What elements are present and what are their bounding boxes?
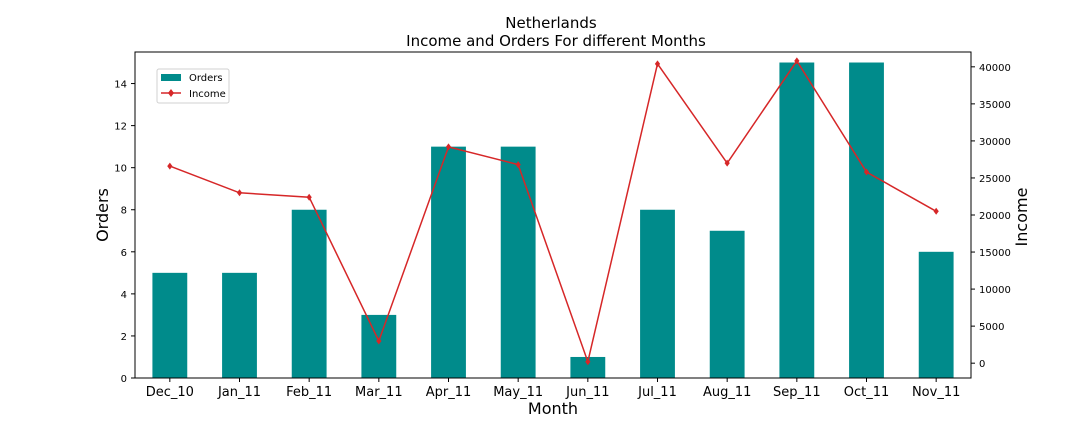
- legend-income-label: Income: [189, 89, 226, 100]
- x-tick-label: Oct_11: [844, 385, 890, 400]
- bar-Oct_11: [849, 62, 884, 379]
- y-tick-label: 6: [121, 248, 127, 259]
- legend-income-marker: [168, 89, 174, 97]
- bar-Jul_11: [640, 209, 675, 378]
- income-point-May_11: [515, 161, 521, 169]
- x-tick-label: Sep_11: [773, 385, 821, 400]
- bar-Feb_11: [291, 209, 327, 378]
- income-point-Jun_11: [585, 358, 591, 366]
- y2-tick-label: 30000: [979, 137, 1011, 148]
- y-tick-label: 12: [114, 122, 127, 133]
- bar-Apr_11: [431, 146, 466, 378]
- x-tick-label: Jul_11: [637, 385, 677, 400]
- y2-tick-label: 5000: [979, 322, 1004, 333]
- y-axis-left: 0 2 4 6 8 10 12 14: [114, 80, 135, 385]
- y2-tick-label: 0: [979, 359, 985, 370]
- income-point-Nov_11: [933, 207, 939, 215]
- bar-Dec_10: [152, 272, 188, 378]
- bar-Sep_11: [779, 62, 815, 379]
- income-point-Oct_11: [863, 168, 870, 176]
- x-tick-label: Apr_11: [426, 385, 472, 400]
- income-line: [169, 59, 937, 365]
- income-point-Feb_11: [306, 193, 312, 201]
- income-point-Aug_11: [724, 159, 730, 167]
- bar-May_11: [500, 146, 536, 378]
- income-point-Sep_11: [794, 57, 800, 65]
- y2-tick-label: 35000: [979, 100, 1011, 111]
- y-axis-label: Orders: [93, 188, 112, 242]
- x-tick-label: Feb_11: [286, 385, 332, 400]
- income-point-Apr_11: [445, 143, 452, 151]
- y-tick-label: 10: [114, 164, 127, 175]
- x-tick-label: Aug_11: [703, 385, 751, 400]
- y-tick-label: 4: [121, 290, 127, 301]
- bar-Nov_11: [918, 251, 954, 378]
- y2-tick-label: 20000: [979, 211, 1011, 222]
- bar-Jun_11: [570, 356, 606, 378]
- x-axis-label: Month: [528, 399, 578, 418]
- income-point-Jul_11: [654, 60, 661, 68]
- plot-frame: [134, 51, 972, 379]
- income-point-Mar_11: [376, 337, 382, 345]
- x-tick-label: Jan_11: [217, 385, 261, 400]
- bar-Jan_11: [222, 272, 257, 378]
- y-tick-label: 8: [121, 206, 127, 217]
- income-point-Dec_10: [167, 162, 173, 170]
- legend: Orders Income: [156, 68, 230, 104]
- chart-subtitle: Income and Orders For different Months: [406, 32, 706, 50]
- y2-tick-label: 25000: [979, 174, 1011, 185]
- bar-Mar_11: [361, 314, 397, 378]
- income-line-layer: [167, 57, 939, 366]
- y-axis-right: 0 5000 10000 15000 20000 25000 30000 35000 40000: [971, 63, 1011, 370]
- y2-tick-label: 10000: [979, 285, 1011, 296]
- x-axis: Dec_10 Jan_11 Feb_11 Mar_11 Apr_11 May_11 Jun_…: [146, 378, 960, 400]
- bars-layer: [152, 62, 954, 379]
- legend-orders-swatch: [161, 74, 181, 81]
- x-tick-label: May_11: [493, 385, 543, 400]
- y2-tick-label: 15000: [979, 248, 1011, 259]
- x-tick-label: Nov_11: [912, 385, 960, 400]
- y-tick-label: 0: [121, 374, 127, 385]
- y2-axis-label: Income: [1012, 188, 1031, 247]
- income-point-Jan_11: [236, 189, 243, 197]
- x-tick-label: Mar_11: [355, 385, 403, 400]
- y2-tick-label: 40000: [979, 63, 1011, 74]
- x-tick-label: Jun_11: [565, 385, 609, 400]
- chart-title: Netherlands: [505, 14, 597, 32]
- y-tick-label: 14: [114, 80, 127, 91]
- legend-orders-label: Orders: [189, 73, 223, 84]
- bar-Aug_11: [709, 230, 745, 378]
- x-tick-label: Dec_10: [146, 385, 194, 400]
- y-tick-label: 2: [121, 332, 127, 343]
